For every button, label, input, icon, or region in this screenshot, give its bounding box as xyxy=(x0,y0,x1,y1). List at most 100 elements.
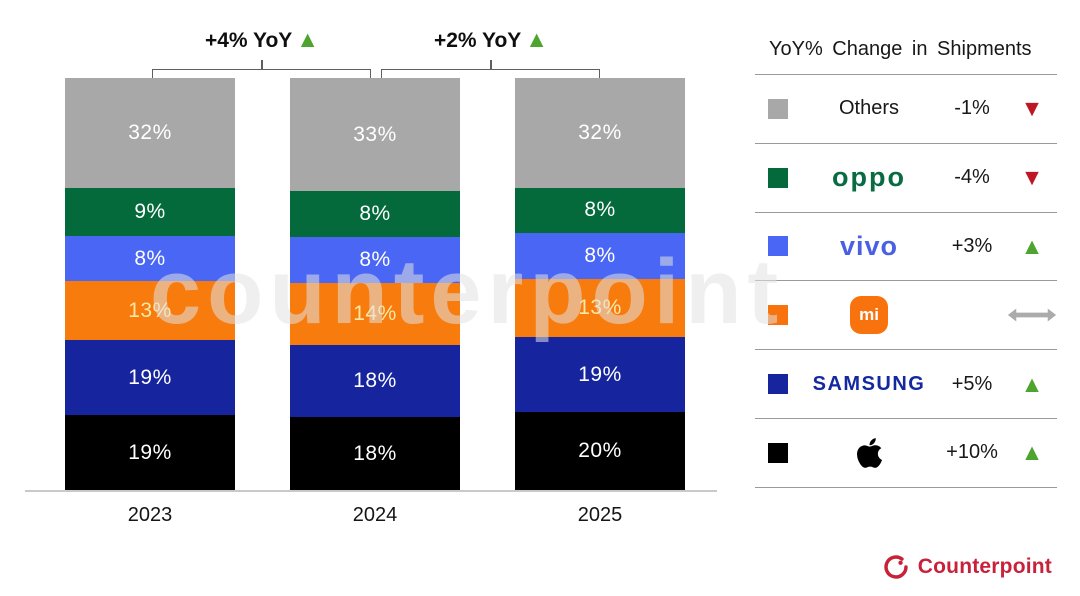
legend-brand-cell: Others xyxy=(801,97,937,120)
apple-icon xyxy=(856,438,882,468)
segment-value-label: 33% xyxy=(353,122,397,146)
legend-swatch-oppo xyxy=(768,167,788,188)
up-triangle-icon: ▲ xyxy=(1020,370,1044,397)
bracket-2024-2025 xyxy=(381,69,600,78)
bar-segment-others: 33% xyxy=(290,78,460,192)
down-triangle-icon: ▼ xyxy=(1020,95,1044,122)
legend-row-xiaomi: mi xyxy=(755,281,1057,351)
legend-brand-cell: mi xyxy=(801,296,937,335)
bar-segments: 33% 8% 8% 14% 18% 18% xyxy=(290,78,460,491)
legend-row-apple: +10% ▲ xyxy=(755,419,1057,488)
bar-segment-vivo: 8% xyxy=(65,235,235,282)
segment-value-label: 8% xyxy=(134,246,166,270)
up-triangle-icon: ▲ xyxy=(525,26,549,52)
segment-value-label: 32% xyxy=(128,120,172,144)
bar-segment-vivo: 8% xyxy=(515,233,685,279)
counterpoint-c-icon xyxy=(884,555,908,579)
legend-panel: YoY% Change in Shipments Others -1% ▼ oppo -… xyxy=(755,36,1057,488)
bar-segment-others: 32% xyxy=(515,78,685,188)
legend-title: YoY% Change in Shipments xyxy=(755,36,1057,75)
legend-arrow-cell: ▼ xyxy=(1007,97,1057,120)
vivo-wordmark: vivo xyxy=(839,230,899,261)
legend-swatch-apple xyxy=(768,442,788,463)
segment-value-label: 14% xyxy=(353,301,397,325)
legend-swatch-others xyxy=(768,98,788,119)
bar-segment-apple: 19% xyxy=(65,415,235,491)
bar-segment-apple: 20% xyxy=(515,412,685,490)
segment-value-label: 32% xyxy=(578,120,622,144)
bar-segments: 32% 8% 8% 13% 19% 20% xyxy=(515,78,685,490)
counterpoint-logo: Counterpoint xyxy=(883,554,1052,580)
flat-arrow-icon xyxy=(1007,308,1057,322)
segment-value-label: 8% xyxy=(584,243,616,267)
legend-change-value: +3% xyxy=(951,234,993,257)
segment-value-label: 8% xyxy=(359,247,391,271)
segment-value-label: 18% xyxy=(353,441,397,465)
stacked-bar-2023: 32% 9% 8% 13% 19% 19% 2023 xyxy=(65,78,235,526)
legend-row-others: Others -1% ▼ xyxy=(755,75,1057,144)
segment-value-label: 19% xyxy=(578,362,622,386)
stacked-bar-2024: 33% 8% 8% 14% 18% 18% 2024 xyxy=(290,78,460,526)
segment-value-label: 19% xyxy=(128,440,172,464)
bar-segment-vivo: 8% xyxy=(290,236,460,283)
segment-value-label: 8% xyxy=(359,202,391,226)
bar-segment-samsung: 19% xyxy=(65,340,235,416)
bracket-2023-2024 xyxy=(152,69,371,78)
segment-value-label: 8% xyxy=(584,198,616,222)
bar-segment-xiaomi: 13% xyxy=(65,281,235,341)
down-triangle-icon: ▼ xyxy=(1020,164,1044,191)
legend-rows: Others -1% ▼ oppo -4% ▼ vivo +3% ▲ mi SAMSUNG +5% ▲ +… xyxy=(755,75,1057,488)
x-axis-label: 2023 xyxy=(127,504,173,526)
legend-swatch-samsung xyxy=(768,374,788,395)
bar-segment-apple: 18% xyxy=(290,417,460,491)
legend-arrow-cell: ▲ xyxy=(1007,441,1057,464)
segment-value-label: 18% xyxy=(353,368,397,392)
bar-segment-samsung: 18% xyxy=(290,344,460,418)
legend-arrow-cell xyxy=(1007,307,1057,323)
bar-segments: 32% 9% 8% 13% 19% 19% xyxy=(65,78,235,491)
legend-change-value: +5% xyxy=(951,372,993,395)
bar-segment-samsung: 19% xyxy=(515,337,685,413)
bar-segment-oppo: 9% xyxy=(65,187,235,236)
oppo-wordmark: oppo xyxy=(832,162,906,193)
legend-brand-cell: vivo xyxy=(801,231,937,262)
legend-swatch-xiaomi xyxy=(768,305,788,326)
bar-segment-oppo: 8% xyxy=(515,187,685,234)
legend-brand-cell: SAMSUNG xyxy=(801,373,937,396)
legend-row-vivo: vivo +3% ▲ xyxy=(755,213,1057,282)
yoy-annotation-text: +4% YoY xyxy=(204,29,293,52)
segment-value-label: 20% xyxy=(578,439,622,463)
yoy-annotation-2023-2024: +4% YoY ▲ xyxy=(142,28,382,53)
x-axis-line xyxy=(25,490,717,492)
legend-change-value: -4% xyxy=(954,166,990,189)
yoy-annotation-text: +2% YoY xyxy=(433,29,522,52)
x-axis-label: 2025 xyxy=(577,504,623,526)
bar-segment-xiaomi: 13% xyxy=(515,278,685,338)
watermark: counterpoint xyxy=(150,241,785,343)
yoy-annotation-2024-2025: +2% YoY ▲ xyxy=(371,28,611,53)
bar-segment-oppo: 8% xyxy=(290,191,460,237)
segment-value-label: 13% xyxy=(578,296,622,320)
legend-swatch-vivo xyxy=(768,236,788,257)
xiaomi-mi-icon: mi xyxy=(850,296,888,335)
legend-brand-label: Others xyxy=(838,97,900,120)
legend-brand-cell: oppo xyxy=(801,162,937,193)
legend-arrow-cell: ▼ xyxy=(1007,166,1057,189)
legend-brand-cell xyxy=(801,436,937,470)
segment-value-label: 19% xyxy=(128,365,172,389)
up-triangle-icon: ▲ xyxy=(1020,232,1044,259)
bracket-tick xyxy=(261,60,263,70)
legend-arrow-cell: ▲ xyxy=(1007,232,1057,259)
bar-segment-others: 32% xyxy=(65,78,235,188)
legend-change-value: -1% xyxy=(954,97,990,120)
x-axis-label: 2024 xyxy=(352,504,398,526)
legend-row-samsung: SAMSUNG +5% ▲ xyxy=(755,350,1057,419)
bracket-tick xyxy=(490,60,492,70)
legend-row-oppo: oppo -4% ▼ xyxy=(755,144,1057,213)
samsung-wordmark: SAMSUNG xyxy=(812,372,926,395)
bar-segment-xiaomi: 14% xyxy=(290,282,460,345)
segment-value-label: 9% xyxy=(134,199,166,223)
up-triangle-icon: ▲ xyxy=(1020,439,1044,466)
segment-value-label: 13% xyxy=(128,298,172,322)
